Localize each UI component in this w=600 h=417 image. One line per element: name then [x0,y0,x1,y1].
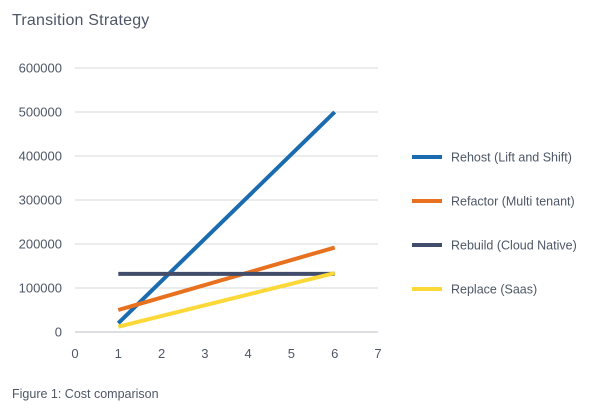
y-tick-label: 0 [55,325,62,340]
x-tick-label: 7 [374,346,381,361]
x-tick-label: 0 [71,346,78,361]
x-tick-label: 1 [115,346,122,361]
series-lines [116,110,337,329]
series-line-rehost-lift-and-shift [116,110,337,325]
legend-label-refactor-multi-tenant: Refactor (Multi tenant) [451,195,575,209]
chart-title: Transition Strategy [12,12,150,29]
legend: Rehost (Lift and Shift) Refactor (Multi t… [412,151,577,297]
y-tick-label: 400000 [19,149,62,164]
legend-label-rebuild-cloud-native: Rebuild (Cloud Native) [451,239,577,253]
y-axis-ticks: 0 100000 200000 300000 400000 500000 600000 [19,61,62,340]
x-tick-label: 6 [331,346,338,361]
y-tick-label: 600000 [19,61,62,76]
x-tick-label: 3 [201,346,208,361]
x-axis-ticks: 0 1 2 3 4 5 6 7 [71,346,381,361]
x-tick-label: 2 [158,346,165,361]
y-tick-label: 500000 [19,105,62,120]
series-line-replace-saas [117,271,336,329]
legend-label-rehost-lift-and-shift: Rehost (Lift and Shift) [451,151,572,165]
legend-label-replace-saas: Replace (Saas) [451,283,537,297]
x-tick-label: 5 [288,346,295,361]
grid-lines [75,67,378,333]
y-tick-label: 200000 [19,237,62,252]
x-tick-label: 4 [245,346,252,361]
y-tick-label: 300000 [19,193,62,208]
y-tick-label: 100000 [19,281,62,296]
series-line-refactor-multi-tenant [117,245,336,312]
figure-caption: Figure 1: Cost comparison [12,387,159,401]
